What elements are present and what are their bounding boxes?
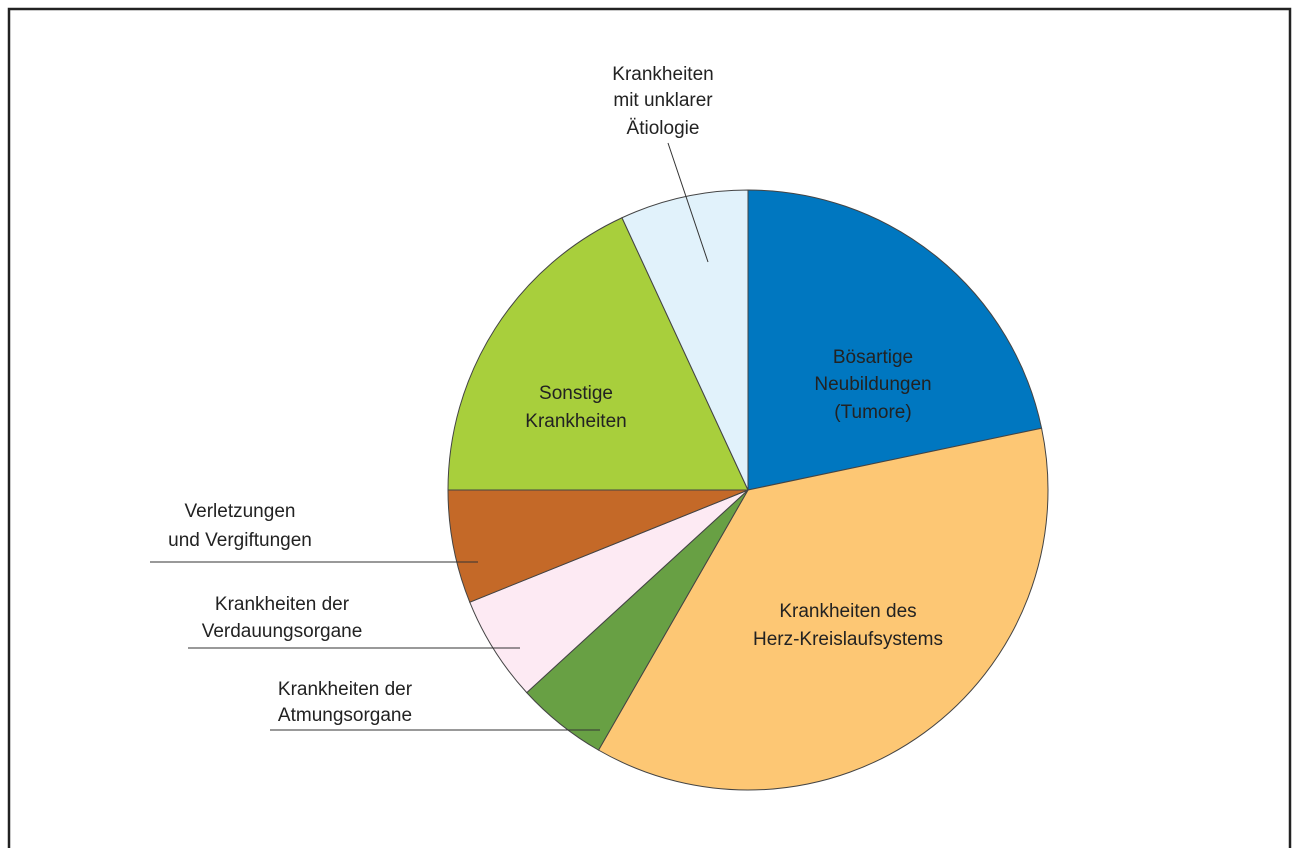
slice-label: Krankheiten des (779, 601, 916, 622)
slice-label: (Tumore) (834, 402, 911, 423)
slice-label: Krankheiten der (215, 594, 350, 615)
slice-label: Sonstige (539, 383, 613, 404)
slice-label: und Vergiftungen (168, 530, 312, 551)
slice-label: Ätiologie (627, 118, 700, 139)
pie-slice (747, 189, 1043, 491)
slice-label: Krankheiten (525, 411, 626, 432)
pie-slice (621, 189, 749, 491)
slice-label: Verletzungen (185, 501, 296, 522)
frame (7, 7, 1292, 848)
slice-label: Herz-Kreislaufsystems (753, 629, 943, 650)
slice-label: mit unklarer (613, 90, 713, 111)
slice-label: Krankheiten (612, 64, 713, 85)
slice-label: Krankheiten der (278, 679, 413, 700)
slice-label: Verdauungsorgane (202, 621, 363, 642)
pie-slice (447, 217, 749, 491)
slice-label: Neubildungen (814, 374, 931, 395)
leader-line (667, 142, 709, 263)
slice-label: Bösartige (833, 347, 913, 368)
pie-slice (597, 427, 1049, 791)
slice-label: Atmungsorgane (278, 705, 412, 726)
